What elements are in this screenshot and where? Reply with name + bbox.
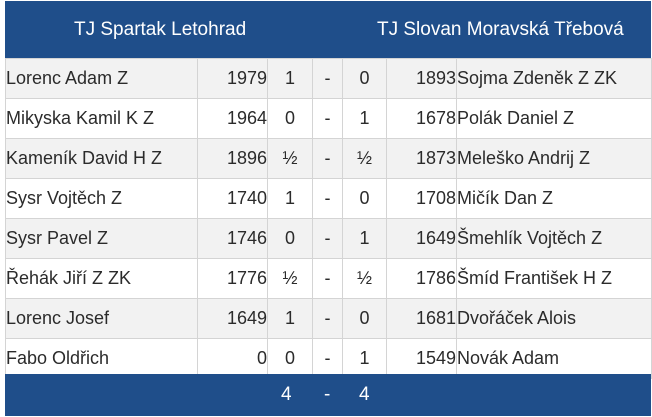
- home-player-name: Fabo Oldřich: [5, 338, 198, 379]
- away-team-name: TJ Slovan Moravská Třebová: [377, 19, 624, 40]
- score-separator: -: [312, 338, 343, 379]
- home-player-score: ½: [267, 258, 313, 299]
- away-player-score: 0: [342, 58, 387, 99]
- away-player-name: Novák Adam: [456, 338, 652, 379]
- away-player-rating: 1708: [386, 178, 457, 219]
- score-separator: -: [312, 178, 343, 219]
- home-player-rating: 0: [197, 338, 268, 379]
- home-player-rating: 1964: [197, 98, 268, 139]
- score-separator: -: [312, 98, 343, 139]
- home-player-name: Sysr Pavel Z: [5, 218, 198, 259]
- away-player-name: Šmehlík Vojtěch Z: [456, 218, 652, 259]
- home-player-score: 1: [267, 178, 313, 219]
- home-player-name: Kameník David H Z: [5, 138, 198, 179]
- away-player-score: ½: [342, 138, 387, 179]
- home-player-score: 0: [267, 218, 313, 259]
- home-player-rating: 1896: [197, 138, 268, 179]
- home-player-rating: 1740: [197, 178, 268, 219]
- home-player-score: 0: [267, 338, 313, 379]
- home-player-name: Lorenc Adam Z: [5, 58, 198, 99]
- table-row: Fabo Oldřich 0 0-1 1549 Novák Adam: [5, 338, 652, 379]
- home-player-score: ½: [267, 138, 313, 179]
- table-row: Sysr Vojtěch Z 1740 1-0 1708 Mičík Dan Z: [5, 178, 652, 219]
- home-total-score: 4: [281, 384, 292, 405]
- total-separator: -: [324, 384, 331, 405]
- score-separator: -: [312, 138, 343, 179]
- table-footer: 4 - 4: [5, 374, 651, 416]
- away-player-score: ½: [342, 258, 387, 299]
- home-player-rating: 1776: [197, 258, 268, 299]
- away-player-rating: 1549: [386, 338, 457, 379]
- away-player-name: Polák Daniel Z: [456, 98, 652, 139]
- home-player-rating: 1649: [197, 298, 268, 339]
- home-player-name: Lorenc Josef: [5, 298, 198, 339]
- away-player-rating: 1873: [386, 138, 457, 179]
- home-player-rating: 1979: [197, 58, 268, 99]
- away-player-rating: 1649: [386, 218, 457, 259]
- home-player-score: 0: [267, 98, 313, 139]
- away-player-name: Mičík Dan Z: [456, 178, 652, 219]
- table-row: Mikyska Kamil K Z 1964 0-1 1678 Polák Daniel…: [5, 98, 652, 139]
- home-player-name: Mikyska Kamil K Z: [5, 98, 198, 139]
- table-row: Sysr Pavel Z 1746 0-1 1649 Šmehlík Vojtěch Z: [5, 218, 652, 259]
- away-player-score: 1: [342, 98, 387, 139]
- away-player-rating: 1893: [386, 58, 457, 99]
- home-player-name: Sysr Vojtěch Z: [5, 178, 198, 219]
- away-player-score: 0: [342, 178, 387, 219]
- away-total-score: 4: [359, 384, 370, 405]
- score-separator: -: [312, 218, 343, 259]
- away-player-name: Sojma Zdeněk Z ZK: [456, 58, 652, 99]
- away-player-rating: 1786: [386, 258, 457, 299]
- home-player-name: Řehák Jiří Z ZK: [5, 258, 198, 299]
- away-player-score: 1: [342, 218, 387, 259]
- away-player-score: 1: [342, 338, 387, 379]
- away-player-score: 0: [342, 298, 387, 339]
- home-player-score: 1: [267, 58, 313, 99]
- table-header: TJ Spartak Letohrad TJ Slovan Moravská T…: [5, 1, 651, 58]
- score-separator: -: [312, 58, 343, 99]
- home-player-score: 1: [267, 298, 313, 339]
- away-player-rating: 1681: [386, 298, 457, 339]
- home-team-name: TJ Spartak Letohrad: [74, 19, 247, 40]
- away-player-name: Šmíd František H Z: [456, 258, 652, 299]
- table-row: Kameník David H Z 1896 ½ - ½ 1873 Meleško Andr…: [5, 138, 652, 179]
- away-player-rating: 1678: [386, 98, 457, 139]
- away-player-name: Meleško Andrij Z: [456, 138, 652, 179]
- home-player-rating: 1746: [197, 218, 268, 259]
- away-player-name: Dvořáček Alois: [456, 298, 652, 339]
- table-row: Lorenc Adam Z 1979 1-0 1893 Sojma Zdeněk Z Z…: [5, 58, 652, 99]
- table-row: Lorenc Josef 1649 1-0 1681 Dvořáček Alois: [5, 298, 652, 339]
- score-separator: -: [312, 298, 343, 339]
- board-results: Lorenc Adam Z 1979 1-0 1893 Sojma Zdeněk Z Z…: [5, 58, 652, 379]
- score-separator: -: [312, 258, 343, 299]
- table-row: Řehák Jiří Z ZK 1776 ½ - ½ 1786 Šmíd František…: [5, 258, 652, 299]
